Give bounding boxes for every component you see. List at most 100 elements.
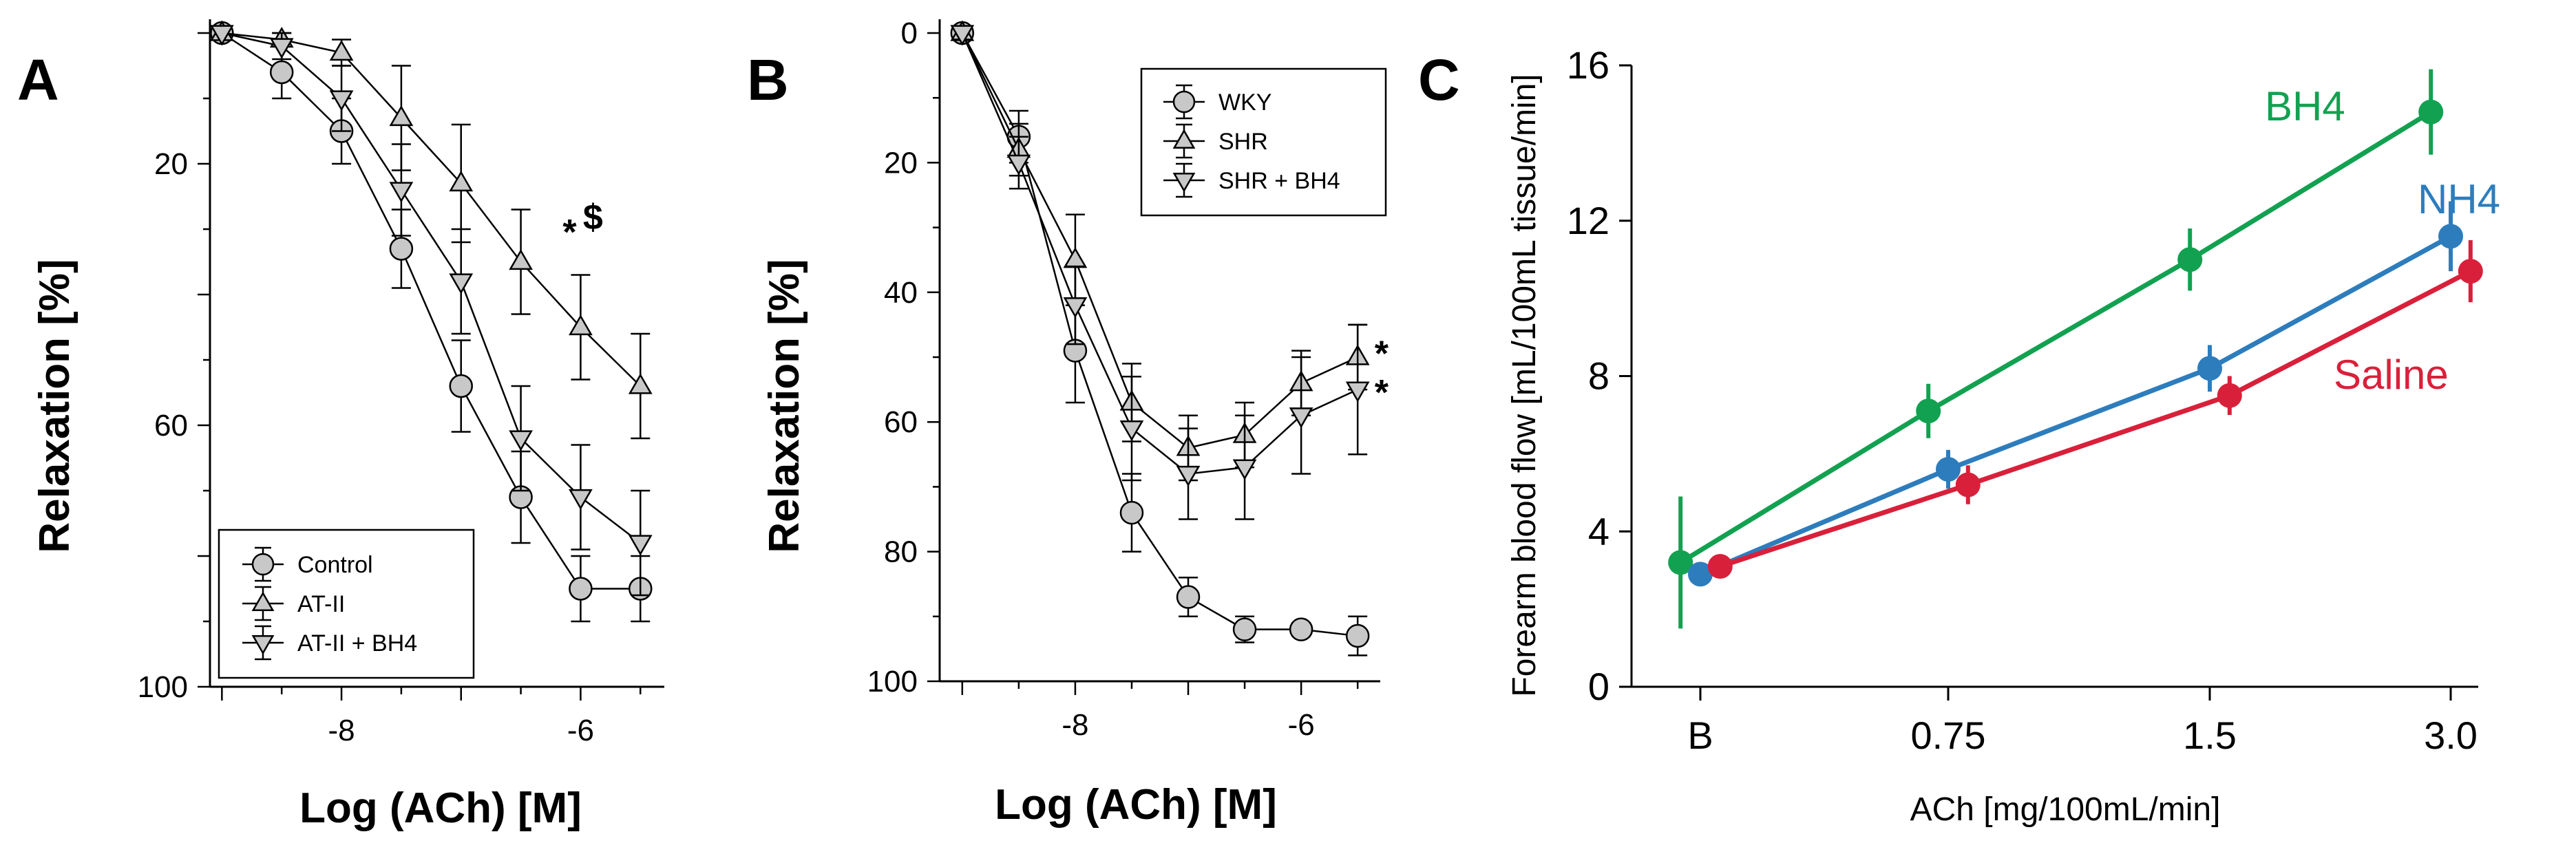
panel-a-x-tick-label: -6 — [567, 714, 594, 747]
panel-c-series-line — [1719, 269, 2472, 569]
panel-b-y-axis-title: Relaxation [%] — [761, 259, 808, 553]
panel-a-series-line — [221, 32, 641, 590]
panel-c-point — [1916, 398, 1941, 424]
panel-c-series-label: BH4 — [2265, 83, 2345, 129]
panel-a-point — [628, 535, 653, 556]
panel-a-point — [449, 374, 473, 398]
panel-a-point — [628, 373, 653, 394]
panel-b-point — [1176, 585, 1201, 609]
panel-a-series-line — [222, 32, 642, 544]
panel-c-axes: 0 4 8 12 16 B 0.75 1.5 3.0 — [1567, 43, 2478, 757]
panel-a-point — [329, 39, 354, 61]
panel-b-y-tick-label: 100 — [867, 665, 918, 698]
panel-b-point — [1345, 623, 1370, 648]
panel-b-legend-marker — [1172, 129, 1196, 149]
panel-b-point — [950, 25, 975, 46]
panel-b-point — [1176, 465, 1201, 487]
panel-b-significance-mark: * — [1375, 373, 1389, 413]
panel-b-legend-label: WKY — [1218, 89, 1271, 116]
panel-a-series-line — [222, 32, 642, 387]
panel-b-series-shr-bh4 — [950, 25, 1370, 520]
panel-c-point — [1668, 550, 1693, 575]
panel-c-series-line — [1699, 234, 2452, 577]
panel-b-legend-marker — [1172, 173, 1196, 193]
panel-c-point — [2418, 99, 2444, 125]
panel-c-x-tick-label: 1.5 — [2183, 714, 2237, 757]
panel-a-x-axis-title: Log (ACh) [M] — [299, 784, 582, 832]
panel-a-point — [389, 237, 414, 261]
panel-b-y-tick-label: 60 — [884, 405, 918, 439]
panel-a-y-axis-title: Relaxation [%] — [31, 259, 78, 553]
panel-c-y-tick-label: 4 — [1588, 509, 1609, 553]
panel-a-point — [569, 577, 593, 601]
panel-b-point — [1289, 617, 1313, 641]
panel-a-point — [449, 170, 474, 192]
panel-a-legend-marker — [251, 591, 275, 611]
panel-a-point — [389, 105, 414, 127]
panel-a-point — [569, 489, 593, 511]
panel-c-x-axis-title: ACh [mg/100mL/min] — [1910, 791, 2221, 828]
panel-a-letter: A — [17, 47, 59, 112]
panel-b-y-tick-label: 20 — [884, 146, 918, 180]
panel-a-significance-mark: $ — [583, 198, 603, 237]
panel-a-series-at-ii-bh4 — [210, 25, 653, 597]
panel-a-legend-marker — [251, 635, 275, 655]
panel-b: B Relaxation [%] Log (ACh) [M] 0 20 40 60 80… — [747, 17, 1389, 829]
panel-a-y-tick-label: 20 — [154, 147, 188, 181]
panel-a-point — [509, 430, 533, 451]
panel-a-significance-mark: * — [562, 213, 577, 253]
panel-b-series — [950, 20, 1370, 656]
panel-a-point — [449, 273, 474, 295]
panel-b-x-tick-label: -8 — [1062, 708, 1088, 742]
panel-b-y-tick-label: 80 — [884, 535, 918, 569]
panel-c-series: BH4 NH4 Saline — [1668, 69, 2500, 629]
panel-c-series-saline: Saline — [1707, 239, 2483, 579]
panel-c-point — [2217, 383, 2242, 408]
panel-b-letter: B — [747, 47, 789, 112]
panel-b-annotations: ** — [1375, 334, 1389, 414]
panel-b-legend-label: SHR — [1218, 129, 1268, 155]
panel-b-legend-marker — [1172, 90, 1196, 114]
panel-c-x-tick-label: B — [1687, 714, 1713, 757]
panel-c-x-tick-label: 3.0 — [2424, 714, 2478, 757]
panel-c-point — [1955, 472, 1981, 498]
panel-a-point — [329, 90, 354, 111]
panel-c-series-label: Saline — [2334, 352, 2449, 398]
panel-b-series-line — [961, 32, 1358, 475]
panel-a-point — [509, 248, 533, 270]
panel-a-series — [210, 20, 653, 623]
panel-b-x-axis-title: Log (ACh) [M] — [995, 781, 1277, 829]
panel-c-point — [2197, 356, 2222, 381]
panel-b-legend-label: SHR + BH4 — [1218, 168, 1340, 194]
panel-a-y-tick-label: 60 — [154, 409, 188, 442]
panel-b-point — [1119, 500, 1144, 525]
panel-b-significance-mark: * — [1375, 334, 1389, 374]
panel-b-point — [1232, 459, 1257, 480]
panel-b-point — [1232, 617, 1257, 641]
panel-a-legend-label: Control — [297, 552, 373, 578]
panel-a-axes: 20 60 100 -8 -6 — [138, 19, 664, 747]
panel-c-point — [1936, 456, 1961, 482]
panel-a-legend: Control AT-II AT-II + BH4 — [218, 529, 475, 679]
panel-a: A Relaxation [%] Log (ACh) [M] 20 60 100 -8… — [17, 19, 664, 832]
panel-c-point — [1688, 562, 1713, 587]
panel-a-annotations: * $ — [562, 198, 603, 253]
panel-c-y-tick-label: 16 — [1567, 43, 1609, 87]
panel-a-legend-label: AT-II + BH4 — [297, 630, 417, 656]
panel-b-point — [1345, 381, 1370, 403]
panel-c-y-tick-label: 12 — [1567, 199, 1609, 242]
panel-b-x-tick-label: -6 — [1288, 708, 1315, 742]
panel-b-point — [1063, 247, 1088, 268]
panel-c: C Forearm blood flow [mL/100mL tissue/mi… — [1418, 43, 2500, 828]
panel-a-point — [269, 60, 294, 85]
panel-c-series-nh4: NH4 — [1688, 176, 2500, 587]
panel-c-point — [2177, 247, 2203, 273]
panel-a-point — [210, 25, 234, 46]
panel-c-y-tick-label: 0 — [1588, 665, 1609, 708]
panel-c-series-label: NH4 — [2418, 176, 2500, 222]
panel-c-x-tick-label: 0.75 — [1911, 714, 1986, 757]
panel-a-x-tick-label: -8 — [328, 714, 355, 747]
panel-b-point — [1119, 420, 1144, 442]
panel-a-point — [389, 182, 414, 203]
